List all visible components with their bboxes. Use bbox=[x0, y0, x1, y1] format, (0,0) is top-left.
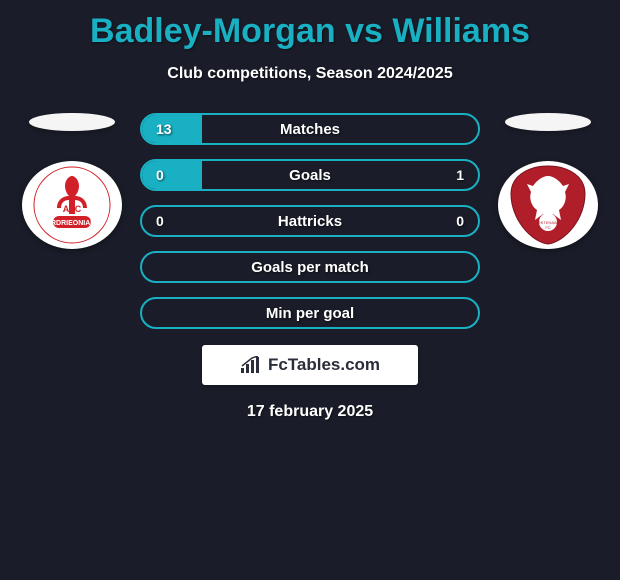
stat-label: Goals per match bbox=[251, 259, 369, 276]
brand-attribution[interactable]: FcTables.com bbox=[202, 345, 418, 385]
stat-goals: 0 Goals 1 bbox=[140, 159, 480, 191]
stat-fill bbox=[142, 161, 202, 189]
player-silhouette-right bbox=[505, 113, 591, 131]
stat-matches: 13 Matches bbox=[140, 113, 480, 145]
stat-hattricks: 0 Hattricks 0 bbox=[140, 205, 480, 237]
stat-left-value: 0 bbox=[156, 167, 164, 183]
stat-right-value: 1 bbox=[456, 167, 464, 183]
player-silhouette-left bbox=[29, 113, 115, 131]
right-club-badge: WHITEHAWK FC bbox=[498, 161, 598, 249]
page-title: Badley-Morgan vs Williams bbox=[0, 0, 620, 51]
left-club-badge: AIRDRIEONIANS AFC bbox=[22, 161, 122, 249]
stat-label: Min per goal bbox=[266, 305, 354, 322]
report-date: 17 february 2025 bbox=[0, 403, 620, 421]
stat-right-value: 0 bbox=[456, 213, 464, 229]
chart-icon bbox=[240, 356, 262, 374]
svg-text:FC: FC bbox=[545, 225, 550, 230]
stats-column: 13 Matches 0 Goals 1 0 Hattricks 0 Goals… bbox=[140, 113, 480, 329]
brand-text: FcTables.com bbox=[268, 355, 380, 375]
svg-text:AFC: AFC bbox=[63, 204, 82, 214]
stat-min-per-goal: Min per goal bbox=[140, 297, 480, 329]
season-subtitle: Club competitions, Season 2024/2025 bbox=[0, 65, 620, 83]
right-player-column: WHITEHAWK FC bbox=[498, 113, 598, 249]
stat-label: Hattricks bbox=[278, 213, 342, 230]
left-player-column: AIRDRIEONIANS AFC bbox=[22, 113, 122, 249]
stat-fill bbox=[142, 115, 202, 143]
comparison-row: AIRDRIEONIANS AFC 13 Matches 0 Goals 1 0… bbox=[0, 113, 620, 329]
stat-left-value: 13 bbox=[156, 121, 172, 137]
afc-crest-icon: AIRDRIEONIANS AFC bbox=[33, 166, 111, 244]
whitehawk-crest-icon: WHITEHAWK FC bbox=[505, 164, 591, 246]
stat-label: Goals bbox=[289, 167, 331, 184]
stat-label: Matches bbox=[280, 121, 340, 138]
stat-goals-per-match: Goals per match bbox=[140, 251, 480, 283]
svg-text:AIRDRIEONIANS: AIRDRIEONIANS bbox=[44, 220, 100, 227]
stat-left-value: 0 bbox=[156, 213, 164, 229]
